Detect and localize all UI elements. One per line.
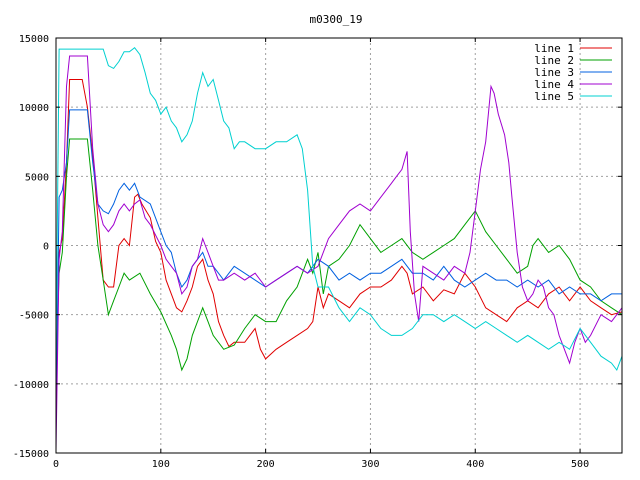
grid (56, 38, 622, 453)
series-line-5 (55, 46, 623, 372)
series-line-4 (55, 55, 623, 451)
y-tick-label: -15000 (13, 449, 49, 460)
y-tick-label: 15000 (19, 34, 49, 45)
legend-label: line 1 (534, 42, 574, 55)
y-tick-label: 0 (43, 242, 49, 253)
y-tick-label: 10000 (19, 103, 49, 114)
series-line-1 (55, 79, 623, 398)
legend-label: line 2 (534, 54, 574, 67)
x-tick-label: 500 (571, 459, 589, 470)
x-tick-label: 100 (152, 459, 170, 470)
y-tick-label: -5000 (19, 311, 49, 322)
x-tick-label: 0 (53, 459, 59, 470)
y-tick-label: -10000 (13, 380, 49, 391)
series-group (55, 46, 623, 451)
x-tick-label: 300 (361, 459, 379, 470)
x-tick-label: 400 (466, 459, 484, 470)
legend-label: line 4 (534, 78, 574, 91)
chart-title: m0300_19 (310, 13, 363, 26)
legend-label: line 3 (534, 66, 574, 79)
series-line-2 (55, 138, 623, 372)
legend-label: line 5 (534, 90, 574, 103)
axis-ticks: 0 100 200 300 400 500 -15000 -10000 -5000 0 5000 10… (13, 34, 622, 470)
y-tick-label: 5000 (25, 172, 49, 183)
x-tick-label: 200 (257, 459, 275, 470)
series-line-3 (55, 109, 622, 419)
